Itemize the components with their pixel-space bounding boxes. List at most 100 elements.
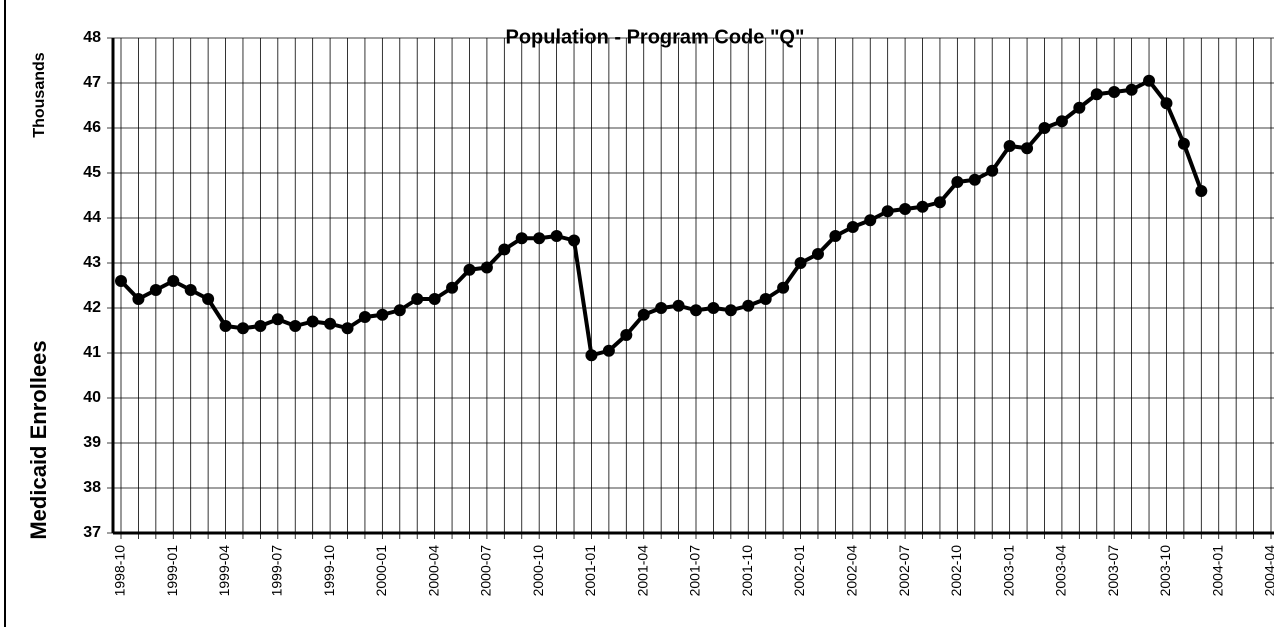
data-point	[951, 176, 964, 188]
data-point	[777, 281, 790, 294]
data-point	[986, 164, 999, 177]
y-tick-label: 48	[83, 29, 101, 46]
y-tick-label: 39	[83, 434, 101, 451]
data-point	[411, 293, 424, 305]
data-point	[324, 317, 337, 330]
data-point	[480, 261, 493, 274]
x-tick-label: 2001-04	[634, 545, 650, 597]
data-point	[637, 308, 650, 321]
x-tick-label: 1999-04	[216, 545, 232, 597]
data-point	[724, 304, 737, 317]
data-point	[585, 349, 598, 362]
data-point	[533, 232, 546, 245]
data-point	[707, 302, 720, 314]
data-point	[463, 263, 476, 276]
data-point	[1090, 88, 1103, 101]
data-point	[759, 293, 772, 305]
x-tick-label: 2002-10	[948, 545, 964, 597]
data-point	[306, 315, 319, 328]
x-tick-label: 2003-10	[1157, 545, 1173, 597]
data-point	[1195, 185, 1208, 197]
data-point	[219, 320, 232, 332]
data-point	[167, 275, 180, 287]
data-point	[811, 248, 824, 260]
y-tick-label: 47	[83, 74, 101, 91]
data-point	[1073, 101, 1086, 114]
y-tick-label: 41	[83, 344, 101, 361]
data-point	[446, 281, 459, 294]
data-point	[236, 322, 249, 335]
data-point	[1003, 140, 1016, 152]
x-tick-label: 2000-01	[373, 545, 389, 597]
x-tick-label: 1999-01	[164, 545, 180, 597]
x-tick-label: 2004-04	[1262, 545, 1274, 597]
data-point	[184, 284, 197, 296]
data-point	[358, 311, 371, 323]
data-point	[202, 293, 215, 305]
data-point	[428, 293, 441, 305]
data-point	[515, 232, 528, 245]
data-point	[341, 322, 354, 335]
x-tick-label: 2001-01	[582, 545, 598, 597]
x-tick-label: 2000-10	[530, 545, 546, 597]
data-point	[1021, 142, 1034, 155]
x-tick-label: 2001-10	[739, 545, 755, 597]
data-point	[933, 196, 946, 209]
chart-title: Population - Program Code "Q"	[506, 26, 805, 48]
y-unit-label: Thousands	[31, 52, 48, 137]
data-point	[149, 284, 162, 296]
data-point	[376, 308, 389, 321]
x-tick-label: 2000-07	[478, 545, 494, 597]
x-tick-label: 2002-07	[896, 545, 912, 597]
x-tick-label: 1999-07	[269, 545, 285, 597]
data-point	[864, 214, 877, 227]
y-tick-label: 44	[83, 209, 101, 226]
data-point	[132, 293, 145, 305]
x-tick-label: 2003-04	[1053, 545, 1069, 597]
data-point	[968, 173, 981, 186]
x-tick-label: 2003-07	[1105, 545, 1121, 597]
data-point	[271, 313, 284, 326]
data-point	[620, 329, 633, 341]
data-point	[846, 221, 859, 233]
plot-area	[107, 37, 1274, 539]
data-point	[1038, 122, 1051, 134]
data-point	[254, 320, 267, 332]
x-tick-label: 2003-01	[1000, 545, 1016, 597]
y-axis-label: Medicaid Enrollees	[26, 340, 51, 539]
y-tick-label: 38	[83, 479, 101, 496]
data-point	[916, 200, 929, 213]
x-tick-label: 2004-01	[1209, 545, 1225, 597]
x-tick-label: 2001-07	[687, 545, 703, 597]
data-point	[881, 205, 894, 218]
y-tick-label: 45	[83, 164, 101, 181]
y-tick-label: 40	[83, 389, 101, 406]
data-point	[115, 275, 127, 287]
data-point	[1125, 83, 1138, 96]
y-tick-label: 46	[83, 119, 101, 136]
x-tick-label: 2002-01	[791, 545, 807, 597]
data-point	[690, 304, 702, 317]
data-point	[1055, 115, 1068, 128]
data-point	[1160, 97, 1173, 110]
data-point	[899, 203, 912, 215]
data-point	[550, 230, 563, 242]
data-point	[568, 234, 581, 247]
x-tick-label: 2002-04	[844, 545, 860, 597]
data-point	[393, 304, 406, 317]
data-point	[742, 299, 755, 312]
data-point	[1177, 137, 1190, 150]
data-point	[655, 302, 668, 314]
x-tick-label: 1998-10	[112, 545, 128, 597]
data-point	[672, 299, 685, 312]
x-tick-label: 2000-04	[425, 545, 441, 597]
y-tick-label: 37	[83, 524, 101, 541]
data-point	[602, 344, 615, 357]
data-point	[289, 320, 302, 332]
data-point	[1108, 86, 1121, 98]
y-tick-label: 42	[83, 299, 101, 316]
data-point	[1143, 74, 1156, 87]
x-tick-label: 1999-10	[321, 545, 337, 597]
data-point	[498, 243, 511, 256]
